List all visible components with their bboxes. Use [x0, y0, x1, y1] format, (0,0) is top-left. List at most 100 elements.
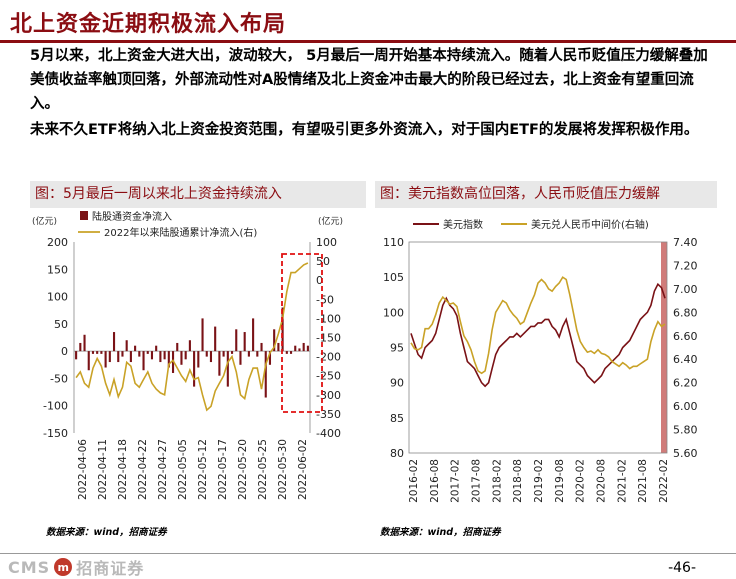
plot-frame	[408, 241, 668, 454]
logo-mark-icon: m	[54, 558, 73, 576]
legend-bar-swatch	[80, 211, 88, 220]
y2-tick-label: 6.20	[673, 377, 698, 390]
x-tick-label: 2022-05-12	[197, 439, 209, 500]
y-tick-label: 200	[47, 236, 68, 249]
x-tick-label: 2017-02	[450, 459, 462, 503]
x-tick-label: 2022-05-17	[217, 439, 229, 500]
cumulative-flow-line	[75, 262, 309, 412]
flow-bar	[277, 342, 280, 352]
y-tick-label: 95	[390, 342, 404, 355]
y2-tick-label: -50	[316, 293, 334, 306]
flow-bar	[134, 345, 137, 352]
legend-s2-label: 美元兑人民币中间价(右轴)	[531, 218, 649, 231]
left-axis-unit: (亿元)	[32, 215, 57, 227]
y-tick-label: 100	[383, 306, 404, 319]
flow-bar	[218, 351, 221, 376]
x-tick-label: 2022-04-06	[77, 439, 89, 500]
y2-tick-label: 5.60	[673, 447, 698, 460]
x-tick-label: 2021-08	[637, 459, 649, 503]
flow-bar	[163, 351, 166, 360]
paragraph-2: 未来不久ETF将纳入北上资金投资范围，有望吸引更多外资流入，对于国内ETF的发展…	[30, 122, 699, 138]
logo-name: 招商证券	[76, 559, 145, 578]
flow-bar	[112, 332, 116, 352]
x-tick-label: 2020-08	[596, 459, 608, 503]
flow-bar	[146, 351, 149, 354]
y-tick-label: 50	[54, 318, 68, 331]
x-tick-label: 2016-02	[408, 459, 420, 503]
x-tick-label: 2020-02	[575, 459, 587, 503]
flow-bar	[306, 345, 309, 352]
y2-tick-label: 7.20	[673, 259, 698, 272]
y-tick-label: 85	[390, 412, 404, 425]
flow-bar	[252, 318, 255, 352]
chart-2-source: 数据来源：wind，招商证券	[380, 527, 501, 538]
y2-tick-label: 7.40	[673, 236, 698, 249]
flow-bar	[100, 351, 103, 354]
flow-bar	[104, 351, 107, 368]
legend-line-label: 2022年以来陆股通累计净流入(右)	[104, 226, 257, 239]
highlight-band	[661, 242, 667, 453]
y2-tick-label: 50	[316, 255, 330, 268]
flow-bar	[247, 351, 250, 357]
flow-bar	[239, 351, 242, 365]
y2-tick-label: 6.40	[673, 353, 698, 366]
y2-tick-label: -150	[316, 332, 341, 345]
flow-bar	[96, 351, 99, 354]
flow-bar	[83, 334, 86, 352]
flow-bar	[260, 342, 263, 352]
flow-bar	[209, 351, 213, 363]
page-number: -46-	[668, 560, 696, 576]
flow-bar	[201, 318, 204, 352]
flow-bar	[75, 351, 78, 360]
y2-tick-label: -350	[316, 408, 341, 421]
flow-bar	[155, 345, 158, 352]
flow-bar	[129, 351, 132, 363]
flow-bar	[108, 351, 111, 363]
flow-bar	[230, 351, 234, 354]
legend-bar-label: 陆股通资金净流入	[92, 210, 172, 223]
y2-tick-label: 7.00	[673, 283, 698, 296]
right-axis-unit: (亿元)	[318, 215, 343, 227]
flow-bar	[150, 351, 154, 360]
y-tick-label: 105	[383, 271, 404, 284]
flow-bar	[226, 351, 229, 387]
x-tick-label: 2022-04-11	[97, 439, 109, 500]
y-tick-label: 90	[390, 377, 404, 390]
highlight-box	[281, 253, 323, 413]
x-tick-label: 2022-05-05	[177, 439, 189, 500]
x-tick-label: 2022-04-18	[117, 439, 129, 500]
y-tick-label: 100	[47, 291, 68, 304]
footer-divider	[0, 553, 736, 554]
x-tick-label: 2022-05-25	[257, 439, 269, 500]
flow-bar	[302, 342, 305, 352]
title-divider	[0, 40, 736, 43]
northbound-flow-chart: (亿元) (亿元) 200 150 100 50 0 -50 -100 -150 100 50 0 -50…	[32, 210, 343, 500]
flow-bar	[125, 340, 128, 352]
chart-1-heading: 图：5月最后一周以来北上资金持续流入	[30, 181, 366, 208]
x-tick-label: 2022-05-20	[237, 439, 249, 500]
flow-bar	[235, 329, 238, 352]
y-tick-label: 80	[390, 447, 404, 460]
flow-bar	[79, 342, 82, 352]
flow-bar	[205, 351, 208, 357]
y2-tick-label: -300	[316, 389, 341, 402]
x-tick-label: 2022-02	[658, 459, 670, 503]
flow-bar	[117, 351, 120, 363]
flow-bar	[256, 351, 259, 357]
flow-bar	[289, 351, 293, 354]
flow-bar	[176, 342, 179, 352]
company-logo: CMS m 招商证券	[8, 556, 145, 579]
y-tick-label: -150	[43, 427, 68, 440]
logo-text: CMS	[8, 557, 51, 577]
usdcny-line	[410, 276, 666, 375]
flow-bar	[159, 351, 162, 363]
y2-tick-label: 6.60	[673, 330, 698, 343]
flow-bar	[197, 351, 200, 368]
flow-bar	[188, 340, 191, 352]
flow-bar	[184, 351, 187, 360]
flow-bar	[87, 351, 90, 371]
y2-tick-label: 5.80	[673, 424, 698, 437]
x-tick-label: 2019-02	[533, 459, 545, 503]
x-tick-label: 2021-02	[616, 459, 628, 503]
y2-tick-label: -400	[316, 427, 341, 440]
